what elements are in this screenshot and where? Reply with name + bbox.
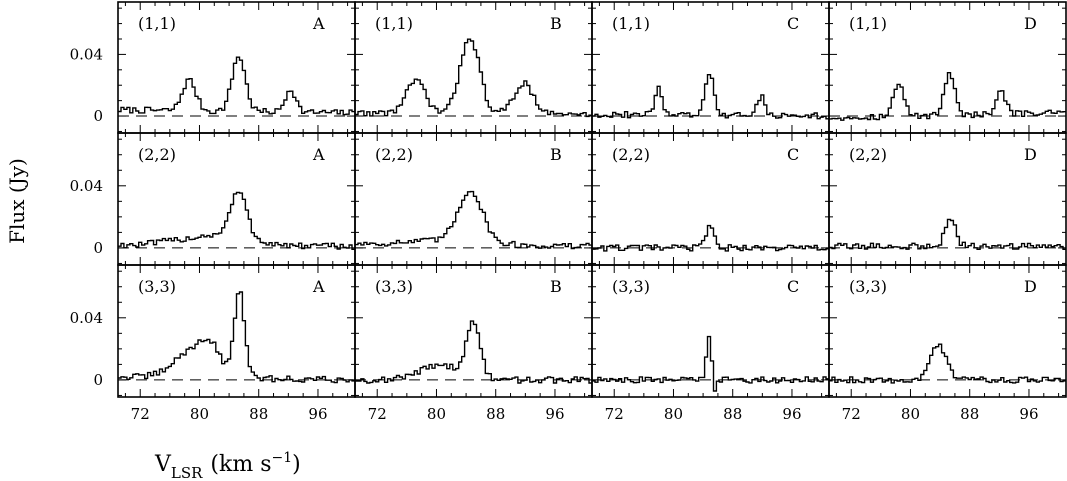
x-tick-label: 96 [1019,405,1038,423]
y-tick-labels: 0 0.04 0 0.04 0 0.04 [70,45,103,389]
position-label: B [550,145,562,164]
x-tick-label: 72 [842,405,861,423]
panel-frame [828,264,1067,398]
position-label: B [550,277,562,296]
panel-2-c: (2,2) C [591,132,830,266]
x-axis-label-exp: −1 [271,450,292,466]
panel-3-c: (3,3) C [591,264,830,398]
spectrum-line [118,56,355,116]
panel-2-a: (2,2) A [117,132,356,266]
position-label: D [1024,14,1037,33]
x-tick-label: 80 [664,405,683,423]
y-axis-label: Flux (Jy) [5,158,29,244]
transition-label: (3,3) [849,277,887,296]
spectrum-line [592,335,829,392]
transition-label: (1,1) [375,14,413,33]
position-label: C [787,14,799,33]
x-tick-label: 88 [249,405,268,423]
transition-label: (1,1) [849,14,887,33]
spectrum-line [829,343,1066,384]
x-tick-label: 96 [308,405,327,423]
y-tick-label: 0 [93,239,103,257]
panel-3-b: (3,3) B [354,264,593,398]
transition-label: (2,2) [849,145,887,164]
x-tick-label: 88 [960,405,979,423]
spectrum-line [592,224,829,252]
x-axis-label-units: (km s [210,452,271,477]
spectrum-line [592,74,829,120]
spectrum-line [355,190,592,250]
x-tick-label: 96 [782,405,801,423]
spectrum-line [829,72,1066,121]
transition-label: (3,3) [375,277,413,296]
x-tick-labels: 72 80 88 96 72 80 88 96 72 80 88 96 72 80 88 96 [131,405,1039,423]
position-label: B [550,14,562,33]
spectrum-line [118,291,355,384]
x-axis-label-sub: LSR [171,464,203,481]
transition-label: (2,2) [375,145,413,164]
spectrum-line [355,320,592,384]
position-label: D [1024,277,1037,296]
x-tick-label: 88 [486,405,505,423]
y-tick-label: 0 [93,371,103,389]
position-label: D [1024,145,1037,164]
y-tick-label: 0.04 [70,309,103,327]
panel-1-c: (1,1) C [591,1,830,134]
y-tick-label: 0.04 [70,177,103,195]
y-tick-label: 0.04 [70,45,103,63]
panel-1-a: (1,1) A [117,1,356,134]
spectrum-line [118,191,355,250]
x-tick-label: 88 [723,405,742,423]
x-tick-label: 72 [131,405,150,423]
transition-label: (3,3) [612,277,650,296]
x-axis-label-main: V [154,452,172,477]
x-tick-label: 80 [190,405,209,423]
panel-2-b: (2,2) B [354,132,593,266]
transition-label: (2,2) [138,145,176,164]
position-label: A [312,145,325,164]
x-tick-label: 72 [368,405,387,423]
position-label: A [312,277,325,296]
panels: (1,1) A (1,1) B (1,1) C (1,1) D(2,2) A (2,2) B (2,2… [117,1,1067,398]
transition-label: (1,1) [612,14,650,33]
panel-3-a: (3,3) A [117,264,356,398]
x-axis-label: VLSR (km s−1) [154,450,301,481]
panel-3-d: (3,3) D [828,264,1067,398]
panel-2-d: (2,2) D [828,132,1067,266]
position-label: C [787,145,799,164]
spectrum-line [829,218,1066,250]
panel-1-d: (1,1) D [828,1,1067,134]
spectrum-line [355,38,592,118]
x-tick-label: 80 [427,405,446,423]
position-label: C [787,277,799,296]
transition-label: (3,3) [138,277,176,296]
x-axis-label-close: ) [292,452,301,477]
transition-label: (2,2) [612,145,650,164]
position-label: A [312,14,325,33]
x-tick-label: 72 [605,405,624,423]
x-tick-label: 80 [901,405,920,423]
x-tick-label: 96 [545,405,564,423]
transition-label: (1,1) [138,14,176,33]
panel-1-b: (1,1) B [354,1,593,134]
y-tick-label: 0 [93,107,103,125]
